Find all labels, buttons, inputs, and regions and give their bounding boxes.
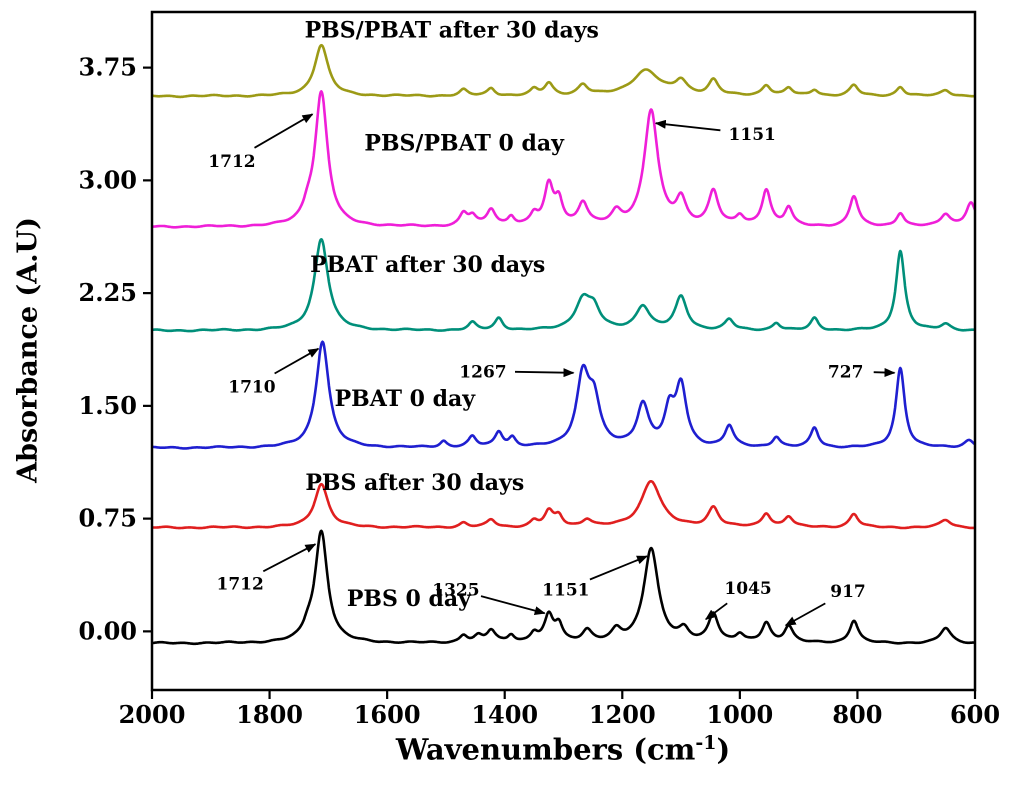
y-tick-label: 3.00 [79, 165, 137, 194]
annotation-arrow [784, 602, 826, 627]
peak-annotation: 1151 [542, 580, 589, 600]
peak-annotation: 727 [828, 362, 864, 382]
peak-annotation: 1267 [459, 362, 506, 382]
spectrum-curve [151, 43, 976, 99]
series-pbs-0-day: PBS 0 day [151, 529, 976, 646]
x-tick-label: 1200 [589, 700, 656, 729]
annotation-arrow [654, 119, 721, 132]
y-tick-label: 0.00 [79, 616, 137, 645]
series-label: PBS/PBAT after 30 days [305, 18, 599, 44]
x-tick-label: 1400 [471, 700, 538, 729]
annotation-arrow [262, 543, 317, 573]
peak-annotation: 1710 [228, 377, 275, 397]
peak-annotation: 1325 [432, 580, 479, 600]
series-pbat-0-day: PBAT 0 day [151, 340, 976, 450]
series-label: PBAT 0 day [335, 386, 477, 412]
x-axis-title: Wavenumbers (cm-1) [396, 732, 730, 767]
y-axis-title: Absorbance (A.U) [12, 217, 44, 483]
series-pbs-pbat-after-30-days: PBS/PBAT after 30 days [151, 18, 976, 99]
x-tick-label: 1800 [236, 700, 303, 729]
x-tick-label: 1600 [354, 700, 421, 729]
x-tick-label: 1000 [706, 700, 773, 729]
x-axis-title-close: ) [716, 732, 731, 767]
series-pbs-after-30-days: PBS after 30 days [151, 470, 976, 530]
y-tick-label: 0.75 [79, 504, 137, 533]
spectrum-curve [151, 90, 977, 229]
annotation-arrow [514, 368, 575, 378]
spectrum-curve [151, 238, 976, 333]
y-tick-label: 2.25 [79, 278, 137, 307]
peak-annotation: 1712 [217, 574, 264, 594]
spectrum-curve [151, 479, 976, 530]
series-pbs-pbat-0-day: PBS/PBAT 0 day [151, 90, 977, 229]
plot-frame [150, 10, 977, 692]
peak-annotation: 1151 [729, 125, 776, 145]
x-axis-title-text: Wavenumbers (cm [395, 732, 696, 767]
spectrum-curve [151, 529, 976, 646]
series-label: PBS/PBAT 0 day [364, 130, 565, 156]
series-pbat-after-30-days: PBAT after 30 days [151, 238, 976, 333]
annotation-arrow [873, 368, 896, 378]
x-tick-label: 800 [832, 700, 882, 729]
series-label: PBS 0 day [347, 586, 472, 612]
y-tick-label: 1.50 [79, 391, 137, 420]
x-tick-label: 2000 [119, 700, 186, 729]
annotation-arrow [480, 595, 546, 616]
peak-annotation: 1045 [724, 579, 771, 599]
annotation-arrow [704, 602, 728, 621]
peak-annotation: 1712 [208, 152, 255, 172]
series-label: PBAT after 30 days [310, 252, 545, 278]
x-tick-label: 600 [950, 700, 1000, 729]
y-tick-label: 3.75 [79, 53, 137, 82]
series-label: PBS after 30 days [305, 470, 524, 496]
annotation-arrow [589, 555, 648, 581]
peak-annotation: 917 [830, 582, 866, 602]
spectrum-curve [151, 340, 976, 450]
annotation-arrow [254, 113, 314, 149]
annotation-arrow [274, 347, 320, 375]
x-axis-title-superscript: -1 [695, 732, 717, 754]
